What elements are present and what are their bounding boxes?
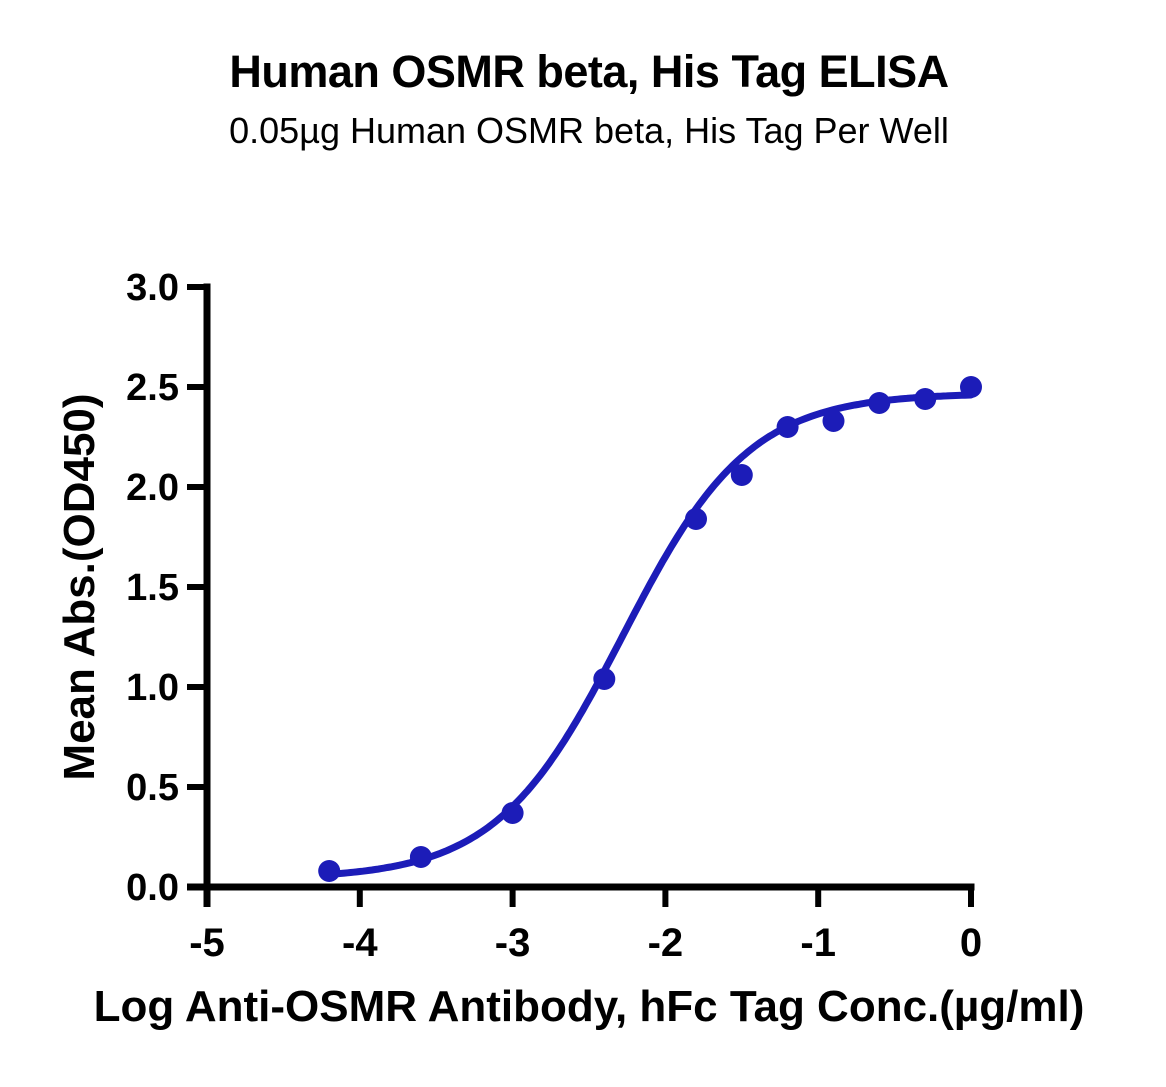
data-point xyxy=(730,464,753,486)
chart-title: Human OSMR beta, His Tag ELISA xyxy=(229,46,949,97)
y-tick-label: 2.5 xyxy=(126,367,179,409)
chart-subtitle: 0.05µg Human OSMR beta, His Tag Per Well xyxy=(229,110,949,151)
data-point xyxy=(960,376,982,398)
x-tick-label: 0 xyxy=(960,921,982,965)
x-tick-label: -5 xyxy=(189,921,225,965)
data-point xyxy=(914,388,937,410)
data-point xyxy=(685,508,707,530)
y-tick-label: 1.5 xyxy=(126,567,179,609)
fit-curve xyxy=(325,391,975,878)
y-tick-label: 2.0 xyxy=(126,467,179,509)
data-point xyxy=(593,668,616,690)
y-tick-label: 3.0 xyxy=(126,267,179,309)
x-axis-label: Log Anti-OSMR Antibody, hFc Tag Conc.(µg… xyxy=(93,982,1085,1031)
data-point xyxy=(318,860,341,882)
y-tick-label: 1.0 xyxy=(126,667,179,709)
data-point xyxy=(822,410,845,432)
x-tick-label: -2 xyxy=(648,921,684,965)
y-tick-label: 0.0 xyxy=(126,867,179,909)
x-tick-label: -3 xyxy=(495,921,531,965)
x-tick-label: -1 xyxy=(800,921,836,965)
data-point xyxy=(776,416,799,438)
x-tick-label: -4 xyxy=(342,921,378,965)
data-point xyxy=(868,392,891,414)
y-tick-label: 0.5 xyxy=(126,767,179,809)
data-point xyxy=(501,802,524,824)
data-point xyxy=(409,846,432,868)
